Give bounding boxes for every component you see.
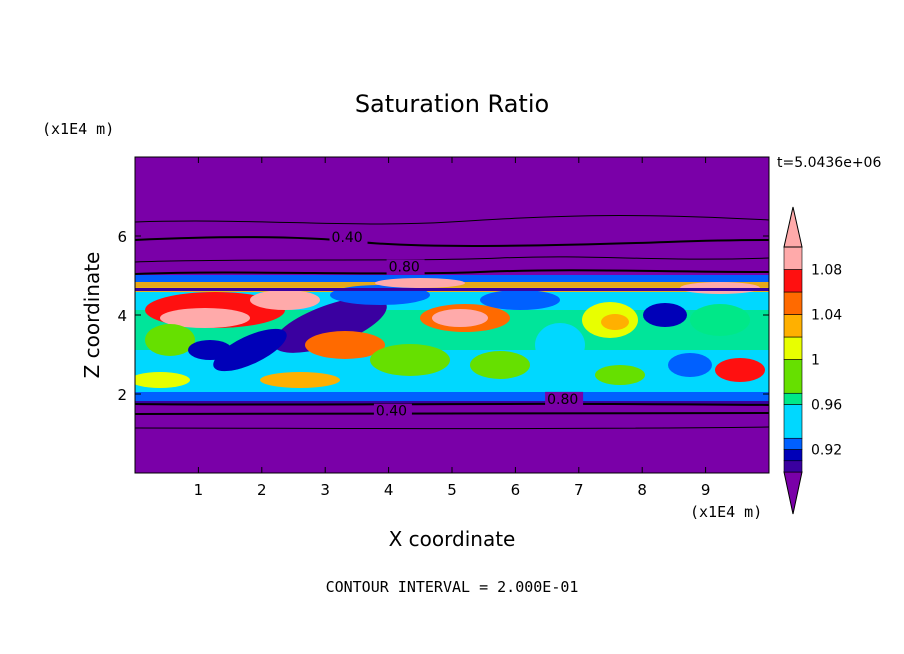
colorbar-swatch bbox=[783, 314, 803, 338]
contour-labels: 0.40 0.80 0.40 0.80 bbox=[329, 229, 584, 420]
upper-dry-edge bbox=[135, 288, 769, 291]
colorbar-swatch bbox=[783, 246, 803, 270]
field-blob bbox=[601, 314, 629, 330]
field-blob bbox=[715, 358, 765, 382]
field-blob bbox=[145, 324, 195, 356]
field-blob bbox=[260, 372, 340, 388]
contour-label: 0.80 bbox=[389, 260, 420, 276]
y-tick-label: 2 bbox=[117, 386, 127, 404]
time-label: t=5.0436e+06 bbox=[777, 155, 881, 171]
contour-line bbox=[135, 236, 769, 247]
contour-line bbox=[135, 256, 769, 263]
contour-label: 0.40 bbox=[332, 230, 363, 246]
x-tick-label: 2 bbox=[257, 481, 267, 499]
colorbar-swatch bbox=[783, 269, 803, 293]
colorbar-swatch bbox=[783, 336, 803, 360]
x-tick-label: 3 bbox=[320, 481, 330, 499]
colorbar-swatch bbox=[783, 460, 803, 473]
colorbar-swatch bbox=[783, 404, 803, 439]
field-blob bbox=[470, 351, 530, 379]
contour-label-backdrop bbox=[329, 229, 368, 245]
x-axis: 1 2 3 4 5 6 7 8 9 bbox=[194, 157, 711, 499]
field-blob bbox=[213, 328, 287, 372]
colorbar-tick-label: 0.96 bbox=[811, 398, 842, 414]
contour-interval-label: CONTOUR INTERVAL = 2.000E-01 bbox=[326, 578, 579, 596]
y-axis-label: Z coordinate bbox=[80, 252, 104, 379]
contour-line bbox=[135, 269, 769, 275]
lower-dry-edge bbox=[135, 401, 769, 404]
contour-line bbox=[135, 412, 769, 415]
contour-line bbox=[135, 426, 769, 430]
field-blob bbox=[160, 308, 250, 328]
y-tick-label: 4 bbox=[117, 307, 127, 325]
contour-label-backdrop bbox=[386, 259, 425, 275]
plot-area: 0.40 0.80 0.40 0.80 bbox=[134, 156, 770, 474]
x-unit-label: (x1E4 m) bbox=[690, 503, 762, 521]
field-blob bbox=[668, 353, 712, 377]
contour-line bbox=[135, 402, 769, 406]
y-tick-label: 6 bbox=[117, 228, 127, 246]
x-tick-label: 9 bbox=[701, 481, 711, 499]
colorbar-swatch bbox=[783, 291, 803, 315]
contour-lines bbox=[135, 215, 769, 430]
colorbar-tick-label: 1.08 bbox=[811, 263, 842, 279]
contour-line bbox=[135, 215, 769, 225]
lower-edge-band bbox=[135, 392, 769, 402]
colorbar-overflow-triangle bbox=[783, 206, 803, 248]
contour-label: 0.80 bbox=[547, 392, 578, 408]
y-axis: 2 4 6 bbox=[117, 228, 769, 404]
contour-label-backdrop bbox=[545, 391, 584, 407]
x-tick-label: 6 bbox=[511, 481, 521, 499]
field-blob bbox=[480, 290, 560, 310]
colorbar-tick-label: 1.04 bbox=[811, 308, 842, 324]
x-tick-label: 4 bbox=[384, 481, 394, 499]
field-blob bbox=[595, 365, 645, 385]
colorbar-swatch bbox=[783, 392, 803, 405]
top-orange-band bbox=[135, 282, 769, 292]
field-blob bbox=[535, 323, 585, 367]
field-blob bbox=[250, 290, 320, 310]
field-blob bbox=[370, 344, 450, 376]
y-unit-label: (x1E4 m) bbox=[42, 120, 114, 138]
colorbar-swatch bbox=[783, 437, 803, 450]
heatmap-field bbox=[135, 275, 769, 404]
field-blob bbox=[273, 297, 387, 353]
field-blob bbox=[690, 304, 750, 336]
chart-title: Saturation Ratio bbox=[355, 90, 549, 118]
x-axis-label: X coordinate bbox=[389, 527, 516, 551]
x-tick-label: 8 bbox=[637, 481, 647, 499]
field-blob bbox=[135, 372, 190, 388]
x-tick-label: 1 bbox=[194, 481, 204, 499]
field-blob bbox=[188, 340, 232, 360]
contour-label-backdrop bbox=[373, 403, 412, 419]
field-blob bbox=[375, 278, 465, 288]
contour-label: 0.40 bbox=[376, 404, 407, 420]
colorbar-tick-label: 0.92 bbox=[811, 443, 842, 459]
field-blob bbox=[305, 331, 385, 359]
colorbar-swatch bbox=[783, 449, 803, 462]
colorbar-tick-label: 1 bbox=[811, 353, 820, 369]
field-blob bbox=[643, 303, 687, 327]
colorbar: 1.08 1.04 1 0.96 0.92 bbox=[783, 206, 842, 515]
colorbar-underflow-triangle bbox=[783, 471, 803, 515]
x-tick-label: 7 bbox=[574, 481, 584, 499]
x-tick-label: 5 bbox=[447, 481, 457, 499]
field-blob bbox=[432, 309, 488, 327]
colorbar-swatch bbox=[783, 359, 803, 394]
